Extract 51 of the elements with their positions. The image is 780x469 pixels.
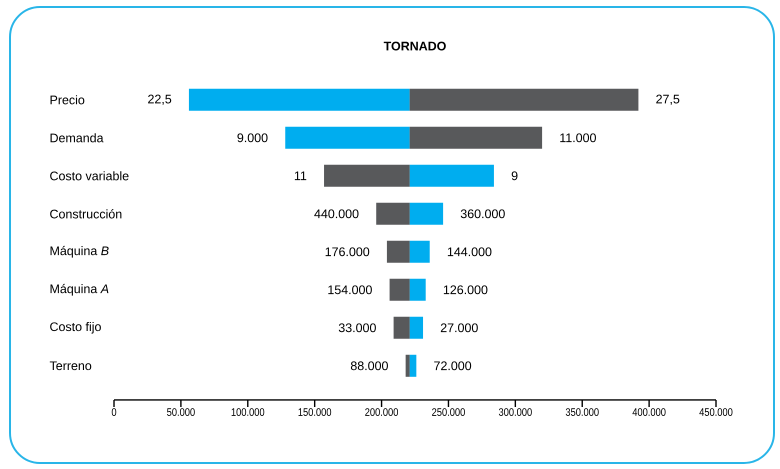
y-tick-label: Demanda [50,133,104,142]
x-tick-label: 150.000 [298,408,332,416]
annotation: 360.000 [460,209,505,218]
y-tick-label: Construcción [50,209,122,218]
annotation: 9.000 [237,133,268,142]
bar [410,88,638,111]
bar [410,278,426,301]
annotation: 33.000 [338,323,376,332]
bar [386,240,410,263]
x-tick-label: 200.000 [365,408,398,416]
x-tick-label: 250.000 [432,408,465,416]
annotation: 22,5 [148,94,172,105]
y-tick-label: Terreno [50,361,92,370]
annotation: 9 [512,171,518,180]
x-tick-label: 50.000 [167,408,195,416]
annotation: 126.000 [444,285,488,294]
bar [410,164,494,187]
annotation: 144.000 [448,247,492,256]
annotation: 176.000 [326,247,370,256]
bar [324,164,410,187]
y-tick-label: Precio [50,95,84,104]
bar [410,316,424,339]
bar [390,278,410,301]
annotation: 11 [294,172,306,180]
y-tick-label: Máquina B [50,246,109,258]
y-tick-label: Costo fijo [50,322,101,334]
x-tick-label: 350.000 [566,408,599,416]
bar [410,202,444,225]
annotation: 27.000 [440,323,478,332]
annotation: 27,5 [656,94,680,105]
x-tick-label: 100.000 [232,408,264,416]
annotation: 440.000 [314,209,359,218]
x-tick-label: 300.000 [498,408,532,416]
bar [410,126,542,149]
bar [188,88,410,111]
y-tick-label: Costo variable [50,171,129,180]
x-tick-label: 0 [112,408,116,416]
x-tick-label: 400.000 [632,408,666,416]
annotation: 154.000 [328,285,372,294]
x-tick-label: 450.000 [699,408,732,416]
bar [285,126,410,149]
bar [376,202,410,225]
annotation: 11.000 [560,133,596,142]
bar [410,240,430,263]
annotation: 72.000 [434,361,472,370]
y-tick-label: Máquina A [50,284,108,296]
annotation: 88.000 [350,361,388,370]
bar [394,316,410,339]
bar [406,354,410,377]
bar [410,354,416,377]
chart-title: TORNADO [384,42,446,50]
